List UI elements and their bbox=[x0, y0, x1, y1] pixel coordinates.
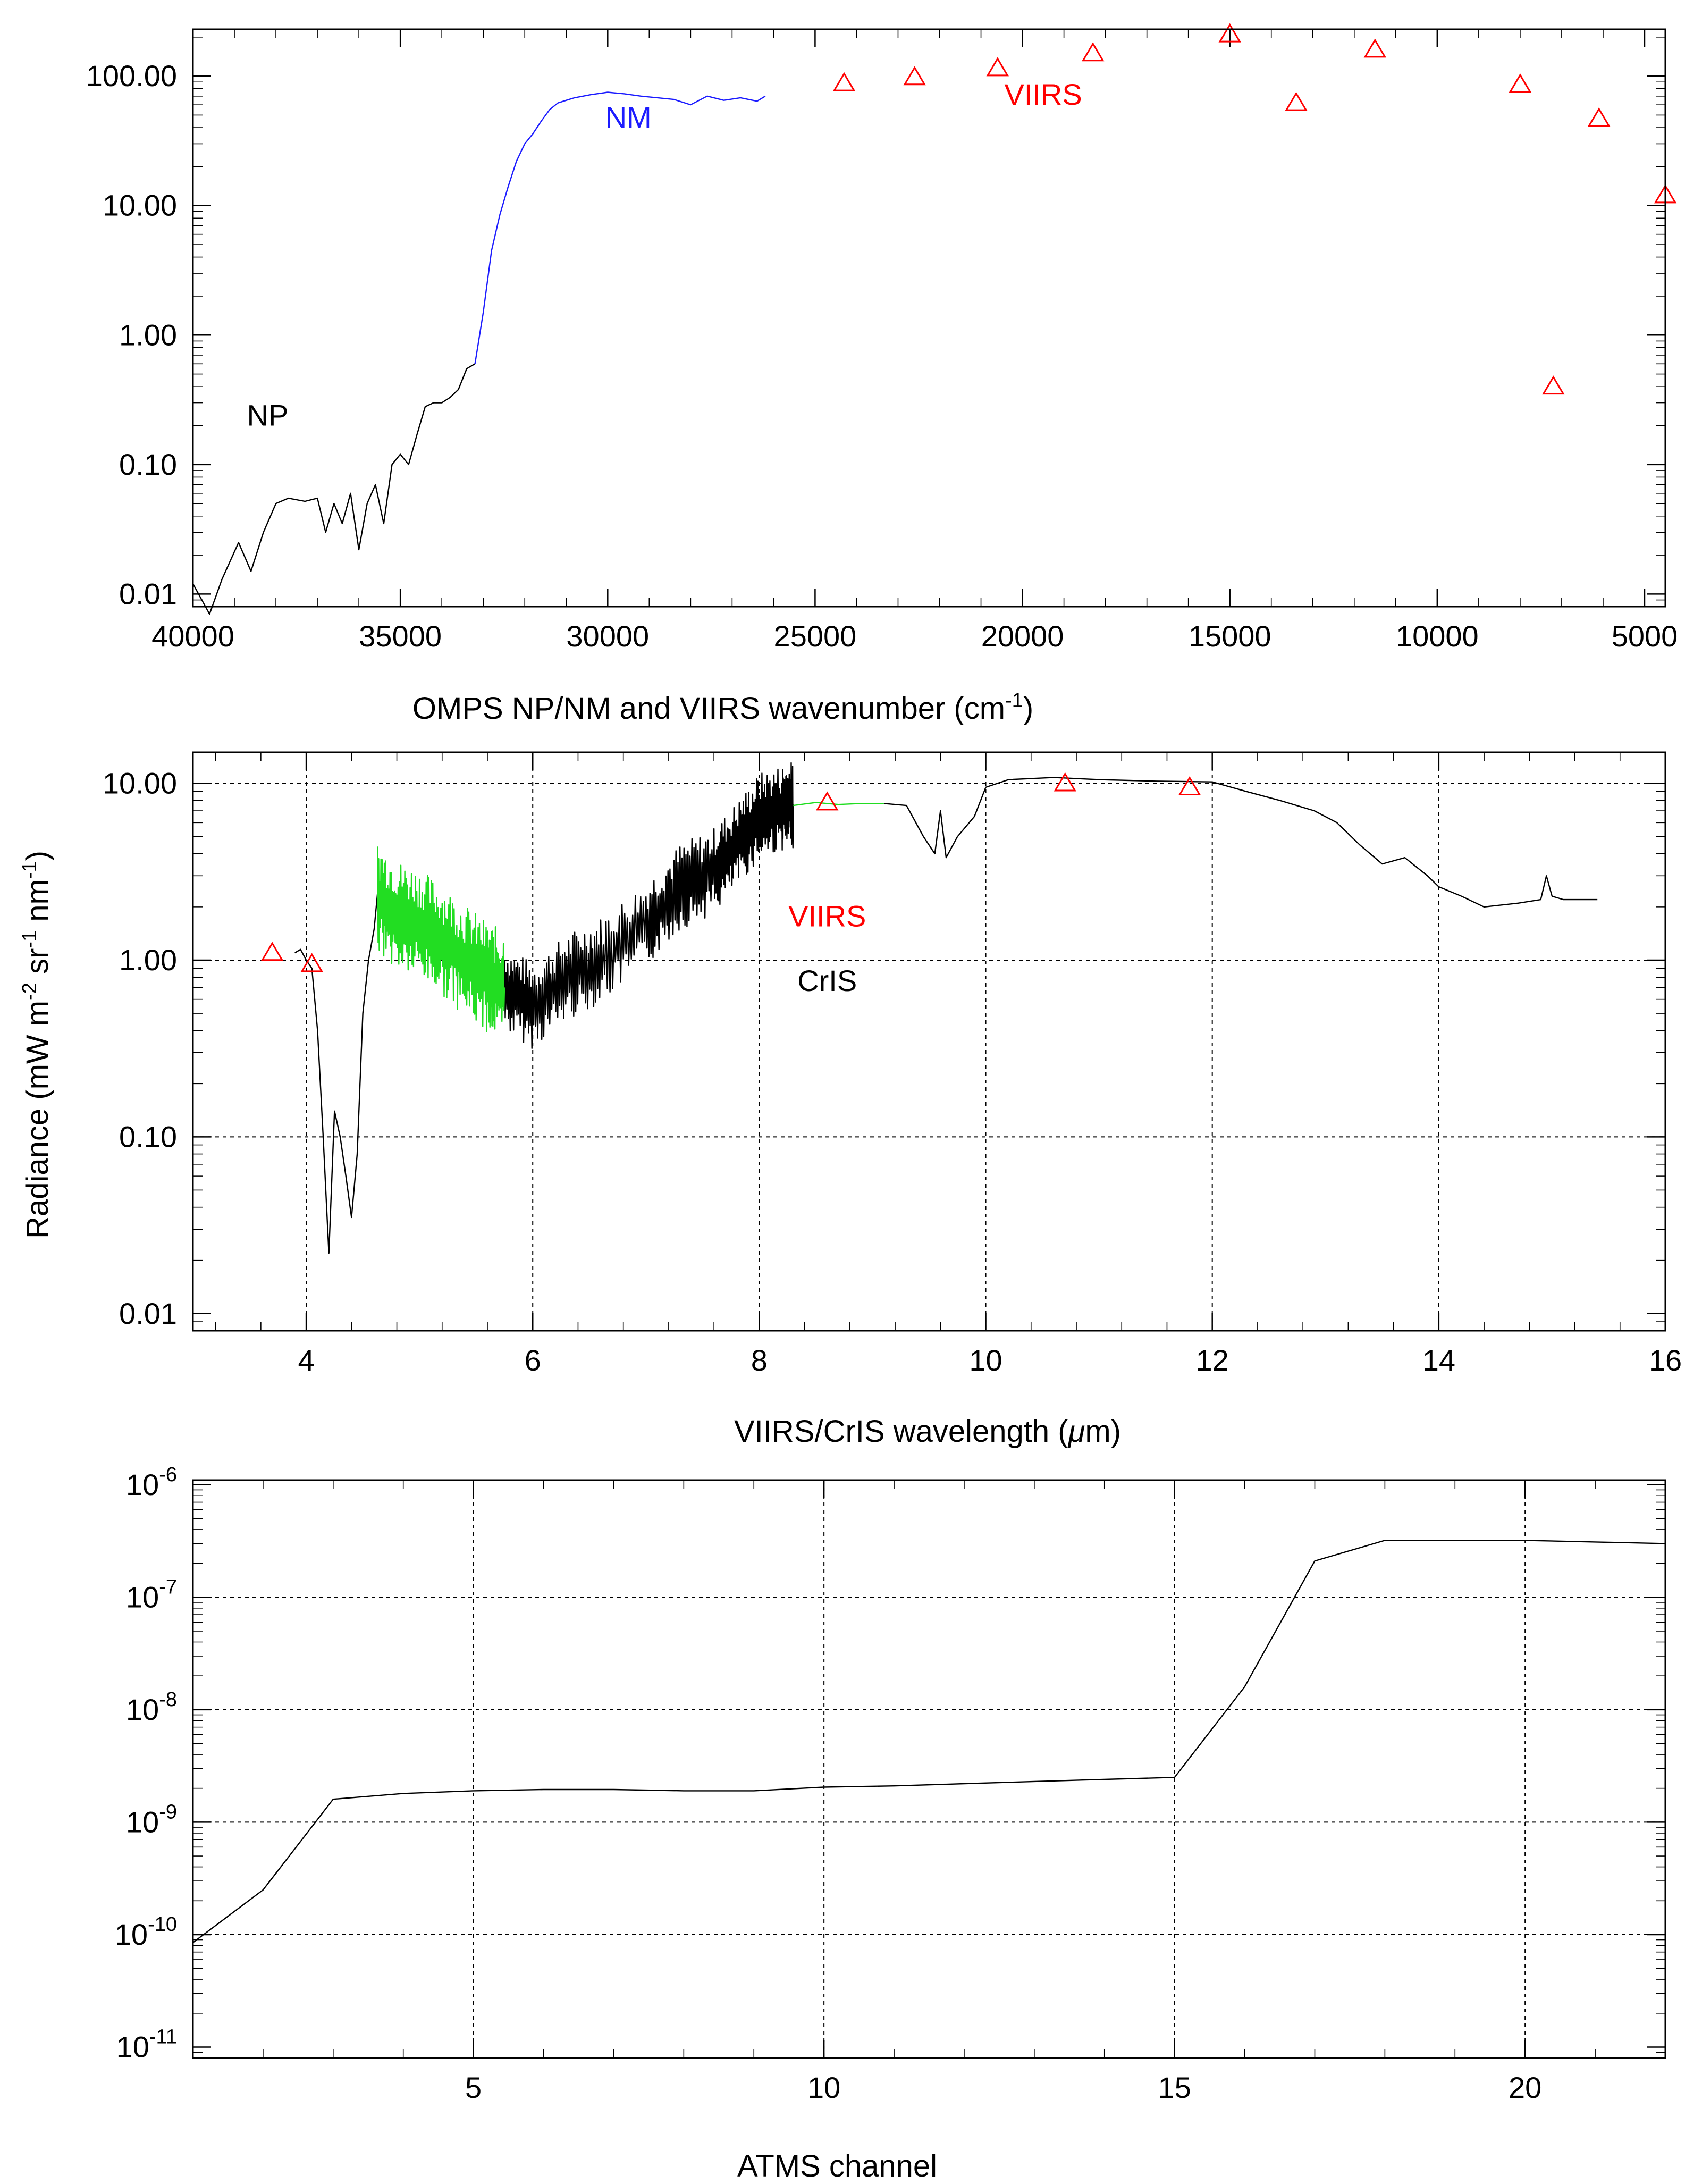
annotation-nm: NM bbox=[605, 100, 652, 134]
series-line bbox=[377, 846, 505, 1033]
y-tick-label: 100.00 bbox=[86, 59, 177, 93]
x-tick-label: 15 bbox=[1158, 2071, 1191, 2104]
y-tick-label: 10-9 bbox=[126, 1801, 177, 1838]
viirs-marker bbox=[1285, 91, 1308, 111]
omps-x-axis-label: OMPS NP/NM and VIIRS wavenumber (cm-1) bbox=[412, 690, 1033, 726]
viirs-cris-panel: 4 6 8 10 12 14 16 0.01 0.10 1.00 10.00 VIIRS CrIS bbox=[103, 751, 1682, 1377]
x-tick-label: 16 bbox=[1649, 1343, 1682, 1377]
plot-frame bbox=[192, 28, 1666, 608]
viirs-marker bbox=[816, 791, 839, 811]
series-line bbox=[192, 1540, 1666, 1943]
viirs-marker bbox=[1218, 23, 1241, 43]
y-tick-label: 10-11 bbox=[116, 2026, 177, 2063]
series-line bbox=[474, 91, 766, 364]
y-tick-label: 0.01 bbox=[119, 577, 177, 610]
annotation-cris: CrIS bbox=[797, 964, 857, 997]
x-tick-label: 35000 bbox=[359, 619, 442, 653]
x-tick-label: 15000 bbox=[1189, 619, 1271, 653]
x-tick-label: 8 bbox=[751, 1343, 768, 1377]
atms-panel: 5 10 15 20 10-11 10-10 10-9 10-8 10-7 10-6 bbox=[115, 1464, 1666, 2104]
y-tick-label: 10-7 bbox=[126, 1576, 177, 1614]
y-tick-label: 1.00 bbox=[119, 318, 177, 351]
annotation-viirs: VIIRS bbox=[1004, 78, 1082, 111]
y-tick-label: 10.00 bbox=[103, 189, 177, 222]
viirs-marker bbox=[260, 942, 284, 961]
plot-frame bbox=[192, 1479, 1666, 2059]
viirs-marker bbox=[832, 72, 856, 91]
x-tick-label: 6 bbox=[525, 1343, 541, 1377]
viirs-marker bbox=[903, 66, 926, 86]
x-tick-label: 12 bbox=[1196, 1343, 1229, 1377]
x-tick-label: 14 bbox=[1422, 1343, 1455, 1377]
x-tick-label: 25000 bbox=[774, 619, 857, 653]
atms-x-axis-label: ATMS channel bbox=[737, 2149, 937, 2183]
y-tick-label: 0.10 bbox=[119, 448, 177, 481]
plot-frame bbox=[192, 751, 1666, 1332]
x-tick-label: 40000 bbox=[151, 619, 234, 653]
series-line bbox=[793, 802, 884, 807]
y-tick-label: 10-6 bbox=[126, 1464, 177, 1501]
cris-y-axis-label: Radiance (mW m-2 sr-1 nm-1) bbox=[19, 851, 55, 1239]
viirs-marker bbox=[1363, 38, 1387, 58]
viirs-marker bbox=[1509, 73, 1532, 93]
annotation-viirs: VIIRS bbox=[788, 900, 866, 933]
x-tick-label: 4 bbox=[298, 1343, 314, 1377]
series-line bbox=[883, 777, 1598, 908]
viirs-marker bbox=[1542, 375, 1565, 395]
x-tick-label: 5 bbox=[465, 2071, 482, 2104]
viirs-marker bbox=[986, 57, 1009, 77]
x-tick-label: 20 bbox=[1509, 2071, 1541, 2104]
omps-viirs-panel: 40000 35000 30000 25000 20000 15000 10000 5000 0… bbox=[86, 23, 1678, 653]
y-tick-label: 0.10 bbox=[119, 1120, 177, 1153]
annotation-np: NP bbox=[247, 399, 289, 432]
x-tick-label: 30000 bbox=[566, 619, 649, 653]
x-tick-label: 5000 bbox=[1612, 619, 1678, 653]
x-tick-label: 10 bbox=[969, 1343, 1002, 1377]
viirs-marker bbox=[1081, 42, 1105, 62]
cris-x-axis-label: VIIRS/CrIS wavelength (μm) bbox=[734, 1414, 1121, 1449]
viirs-marker bbox=[1587, 107, 1611, 127]
x-tick-label: 20000 bbox=[981, 619, 1064, 653]
y-tick-label: 10-10 bbox=[115, 1913, 177, 1951]
x-tick-label: 10000 bbox=[1396, 619, 1479, 653]
series-line bbox=[192, 363, 476, 615]
y-tick-label: 1.00 bbox=[119, 943, 177, 977]
y-tick-label: 10-8 bbox=[126, 1689, 177, 1726]
y-tick-label: 10.00 bbox=[103, 767, 177, 800]
viirs-marker bbox=[300, 953, 323, 972]
viirs-marker bbox=[1178, 776, 1201, 795]
x-tick-label: 10 bbox=[807, 2071, 840, 2104]
viirs-marker bbox=[1054, 772, 1076, 792]
y-tick-label: 0.01 bbox=[119, 1297, 177, 1330]
series-line bbox=[294, 893, 378, 1254]
series-line bbox=[503, 762, 794, 1049]
